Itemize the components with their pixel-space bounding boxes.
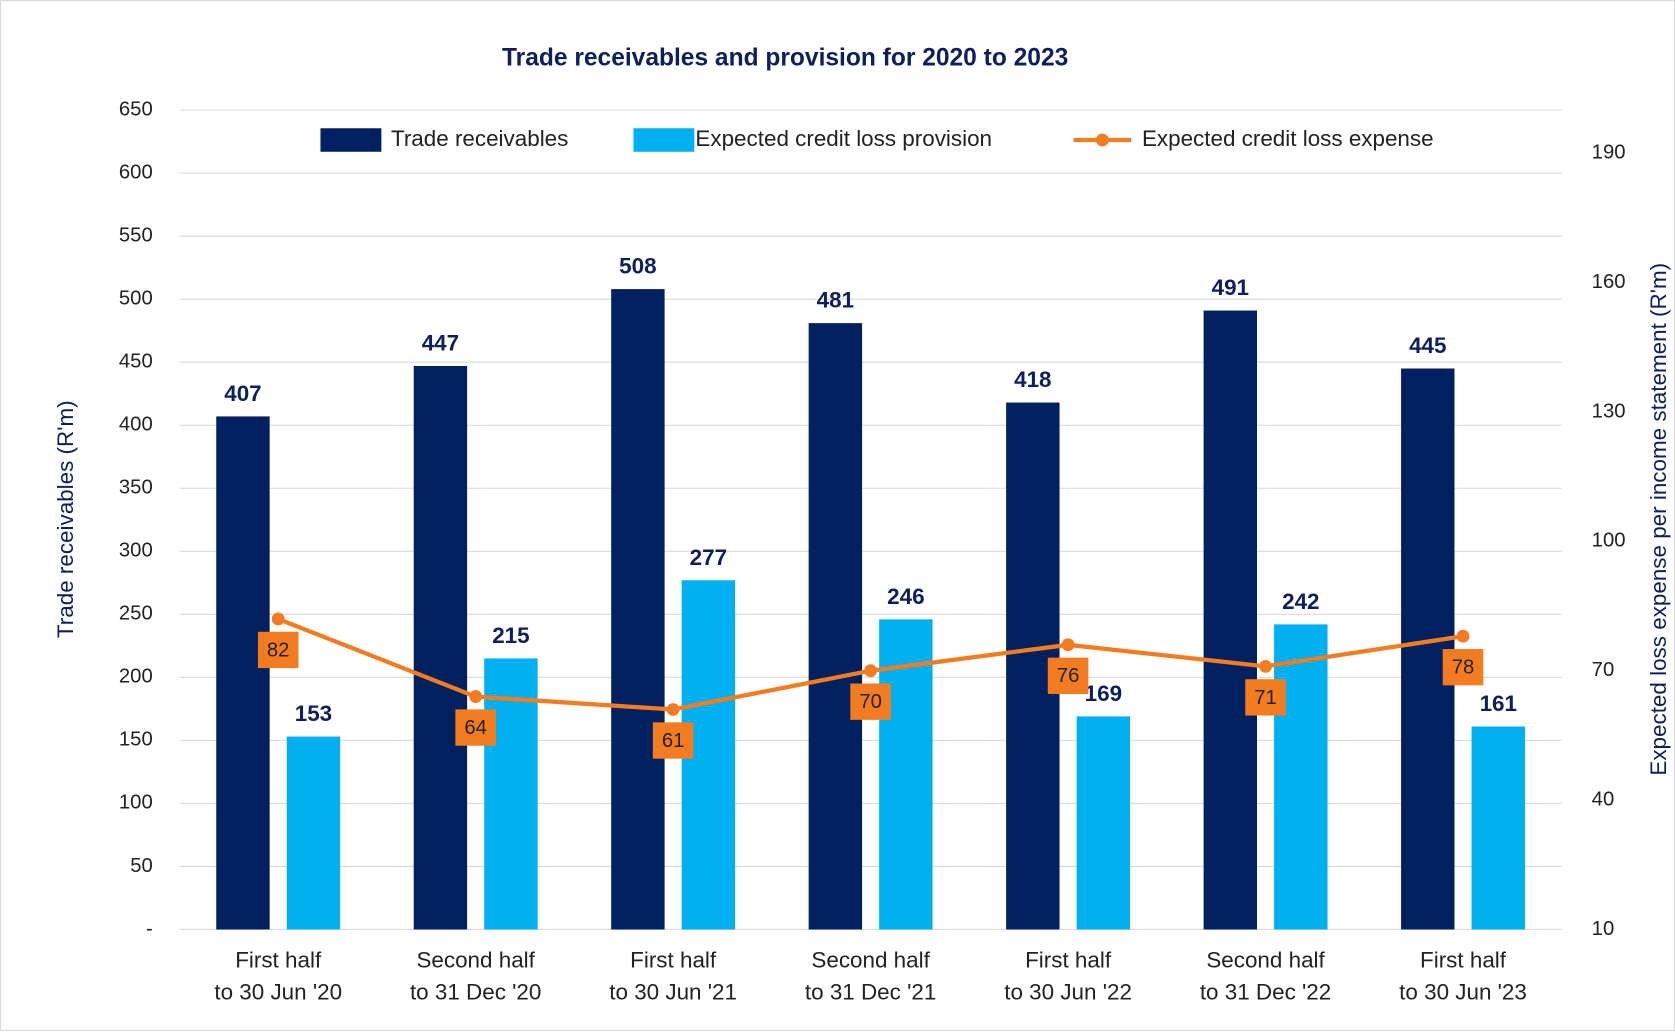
x-tick-label: Second half [416, 947, 535, 972]
x-tick-label: First half [630, 947, 717, 972]
x-tick-label: to 31 Dec '20 [410, 979, 541, 1004]
x-tick-label: to 30 Jun '21 [609, 979, 737, 1004]
legend-swatch [633, 128, 695, 152]
data-label: 418 [1014, 367, 1051, 392]
data-label: 447 [422, 331, 459, 356]
bar [1471, 726, 1525, 930]
x-tick-label: Second half [1206, 947, 1325, 972]
data-label: 407 [224, 381, 261, 406]
data-label-box [652, 722, 694, 759]
bar [216, 416, 270, 930]
x-tick-label: Second half [811, 947, 930, 972]
bar [611, 289, 665, 930]
data-label: 169 [1085, 681, 1122, 706]
data-label: 445 [1409, 333, 1446, 358]
y-tick-label: 450 [119, 351, 153, 373]
data-label: 71 [1254, 687, 1277, 709]
y-tick-label: 500 [119, 288, 153, 310]
x-tick-label: to 30 Jun '23 [1399, 979, 1527, 1004]
data-label: 215 [492, 623, 529, 648]
bar [286, 736, 341, 930]
data-label: 481 [817, 288, 854, 313]
data-label: 153 [295, 701, 332, 726]
y-tick-label: 550 [119, 225, 153, 247]
y2-tick-label: 130 [1592, 400, 1626, 422]
line-marker [1456, 629, 1470, 643]
line-marker [469, 690, 483, 703]
line-marker [1259, 659, 1272, 673]
legend-label: Trade receivables [391, 126, 568, 151]
y-tick-label: 200 [119, 666, 153, 688]
y-tick-label: 300 [119, 540, 153, 562]
data-label: 61 [662, 730, 685, 752]
bar [1274, 624, 1328, 930]
x-tick-label: to 30 Jun '20 [214, 979, 342, 1004]
data-label: 491 [1212, 275, 1249, 300]
y2-tick-label: 100 [1592, 530, 1626, 552]
line-marker [271, 612, 285, 626]
y2-tick-label: 190 [1592, 142, 1626, 164]
y2-axis-label: Expected loss expense per income stateme… [1646, 263, 1671, 776]
data-label-box [1047, 657, 1089, 694]
legend-swatch [320, 128, 382, 152]
y2-tick-label: 40 [1592, 788, 1615, 810]
y2-tick-label: 160 [1592, 271, 1626, 293]
data-label: 76 [1057, 665, 1080, 687]
bar [879, 619, 933, 930]
data-label-box [850, 683, 891, 720]
bar [1203, 310, 1258, 930]
data-label: 70 [859, 691, 882, 713]
y-tick-label: 650 [119, 98, 153, 120]
legend-label: Expected credit loss provision [695, 126, 992, 151]
data-label: 246 [887, 584, 924, 609]
y-tick-label: 350 [119, 477, 153, 499]
x-tick-label: to 30 Jun '22 [1004, 979, 1132, 1004]
line-marker [1061, 638, 1075, 652]
bar [1076, 716, 1131, 930]
data-label: 78 [1452, 657, 1475, 679]
y-tick-label: 100 [119, 792, 153, 814]
x-tick-label: to 31 Dec '22 [1200, 979, 1331, 1004]
data-label: 242 [1282, 589, 1319, 614]
bar [413, 365, 468, 930]
x-tick-label: First half [235, 947, 322, 972]
data-label: 277 [690, 545, 727, 570]
line-marker [666, 703, 680, 716]
data-label-box [455, 709, 496, 746]
data-label-box [1442, 649, 1484, 686]
legend-label: Expected credit loss expense [1142, 126, 1434, 151]
data-label-box [1245, 679, 1286, 716]
legend-marker [1096, 133, 1109, 147]
data-label: 64 [464, 717, 487, 739]
data-label: 508 [619, 254, 656, 279]
y-tick-label: 600 [119, 161, 153, 183]
data-label: 82 [267, 639, 290, 661]
y-tick-label: 250 [119, 603, 153, 625]
line-marker [864, 664, 878, 678]
y-tick-label: 50 [130, 855, 153, 877]
y-tick-label: 400 [119, 414, 153, 436]
data-label-box [257, 631, 299, 669]
y-axis-label: Trade receivables (R'm) [53, 400, 78, 638]
bar [1401, 368, 1455, 930]
bar [808, 323, 863, 930]
x-tick-label: First half [1420, 947, 1507, 972]
bar [484, 658, 538, 930]
x-tick-label: First half [1025, 947, 1112, 972]
y-tick-label: 150 [119, 729, 153, 751]
data-label: 161 [1480, 691, 1517, 716]
y2-tick-label: 70 [1592, 659, 1615, 681]
x-tick-label: to 31 Dec '21 [805, 979, 936, 1004]
y2-tick-label: 10 [1592, 918, 1615, 940]
y-tick-label: - [146, 918, 153, 940]
chart-title: Trade receivables and provision for 2020… [502, 44, 1068, 71]
